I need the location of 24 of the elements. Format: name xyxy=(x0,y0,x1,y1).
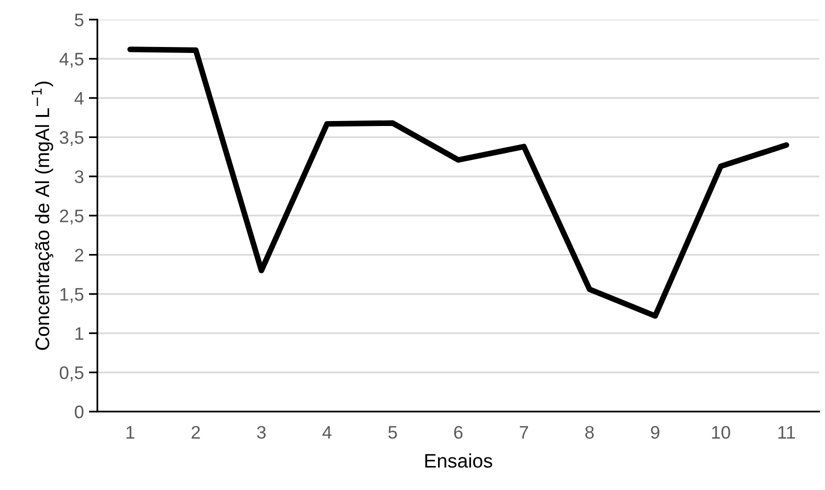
y-tick-label: 4,5 xyxy=(59,52,84,68)
x-tick-label: 7 xyxy=(520,426,528,439)
x-tick-label: 10 xyxy=(712,426,730,439)
x-tick-label: 6 xyxy=(454,426,463,439)
y-tick-label: 3 xyxy=(74,170,84,184)
x-tick-label: 9 xyxy=(650,426,660,439)
y-tick-label: 2,5 xyxy=(60,210,84,224)
y-tick-label: 5 xyxy=(74,14,84,26)
x-axis-title: Ensaios xyxy=(425,453,492,468)
y-tick-label: 0,5 xyxy=(60,366,84,382)
y-tick-label: 2 xyxy=(75,248,84,262)
x-tick-label: 11 xyxy=(778,426,795,439)
y-tick-label: 0 xyxy=(74,406,84,418)
x-tick-label: 3 xyxy=(257,426,266,439)
x-tick-label: 1 xyxy=(126,426,134,439)
x-tick-label: 5 xyxy=(388,426,397,439)
y-tick-label: 4 xyxy=(74,92,84,105)
y-tick-label: 1 xyxy=(75,327,84,340)
y-tick-label: 1,5 xyxy=(60,288,84,303)
x-tick-label: 2 xyxy=(192,426,200,439)
x-tick-label: 4 xyxy=(322,426,332,439)
y-tick-label: 3,5 xyxy=(60,131,84,146)
x-tick-label: 8 xyxy=(585,426,594,439)
y-axis-title: Concentração de Al (mgAl L$^{−1}$) xyxy=(32,82,54,350)
